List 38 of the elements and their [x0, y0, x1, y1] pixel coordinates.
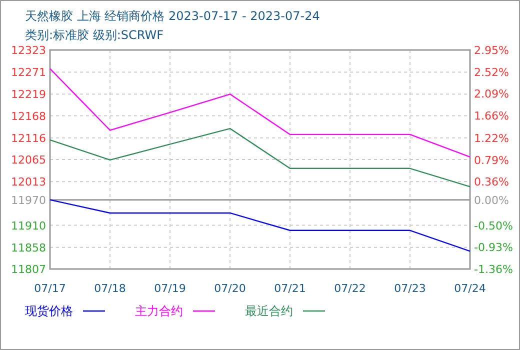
line-series	[49, 128, 471, 188]
y2-tick-label: 1.66%	[474, 110, 509, 123]
y2-tick-label: 1.22%	[474, 132, 509, 145]
y-tick-label: 12013	[11, 176, 46, 189]
y2-tick-label: 2.09%	[474, 88, 509, 101]
y2-tick-label: -0.50%	[474, 219, 513, 232]
y-tick-label: 11807	[11, 263, 46, 276]
chart-title: 天然橡胶 上海 经销商价格 2023-07-17 - 2023-07-24	[25, 9, 320, 23]
x-tick-label: 07/17	[34, 282, 66, 295]
x-tick-label: 07/20	[214, 282, 246, 295]
y2-tick-label: -0.93%	[474, 241, 513, 254]
x-tick-label: 07/24	[454, 282, 486, 295]
chart-subtitle: 类别:标准胶 级别:SCRWF	[25, 28, 164, 42]
legend-label: 主力合约	[135, 304, 183, 318]
legend-label: 最近合约	[245, 304, 293, 318]
y-tick-label: 11858	[11, 241, 46, 254]
y-tick-label: 12323	[11, 44, 46, 57]
x-tick-label: 07/21	[274, 282, 306, 295]
y2-tick-label: -1.36%	[474, 263, 513, 276]
y-tick-label: 12168	[11, 110, 46, 123]
line-series	[49, 68, 471, 158]
legend-label: 现货价格	[25, 304, 73, 318]
y2-tick-label: 0.00%	[474, 194, 509, 207]
y2-tick-label: 0.79%	[474, 154, 509, 167]
y2-tick-label: 2.95%	[474, 44, 509, 57]
y-tick-label: 12271	[11, 66, 46, 80]
y-tick-label: 12219	[11, 88, 46, 102]
x-tick-label: 07/19	[154, 282, 186, 295]
y-tick-label: 12116	[11, 132, 46, 145]
y2-tick-label: 2.52%	[474, 66, 509, 79]
x-tick-label: 07/22	[334, 282, 366, 295]
y-tick-label: 11910	[11, 219, 46, 232]
x-tick-label: 07/18	[94, 282, 126, 295]
y-tick-label: 12065	[11, 154, 46, 166]
x-tick-label: 07/23	[394, 282, 426, 295]
y-tick-label: 11970	[11, 194, 46, 207]
line-series	[49, 199, 471, 252]
y2-tick-label: 0.36%	[474, 176, 509, 189]
